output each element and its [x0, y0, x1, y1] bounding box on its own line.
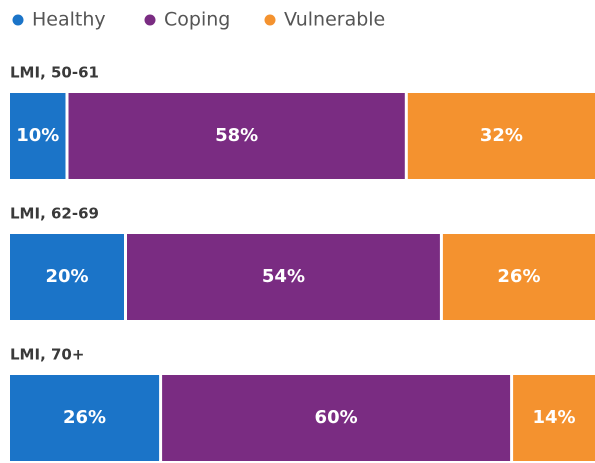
legend-dot — [12, 14, 24, 26]
value-label: 10% — [16, 125, 59, 146]
legend-label: Vulnerable — [284, 9, 385, 31]
legend-dot — [144, 14, 156, 26]
bar-segment — [407, 93, 595, 179]
bar-segment — [442, 234, 595, 320]
value-label: 14% — [533, 407, 576, 428]
bar-segment — [127, 234, 440, 320]
value-label: 26% — [497, 266, 540, 287]
value-label: 32% — [480, 125, 523, 146]
category-label: LMI, 62-69 — [10, 205, 99, 223]
category-label: LMI, 50-61 — [10, 64, 99, 82]
bar-segment — [68, 93, 405, 179]
value-label: 58% — [215, 125, 258, 146]
bar-segment — [10, 93, 66, 179]
value-label: 54% — [262, 266, 305, 287]
bar-segment — [162, 375, 511, 461]
value-label: 60% — [315, 407, 358, 428]
bar-segment — [10, 375, 160, 461]
value-label: 20% — [45, 266, 88, 287]
legend-label: Healthy — [32, 9, 106, 31]
legend-label: Coping — [164, 9, 230, 31]
bar-segment — [513, 375, 595, 461]
bar-segment — [10, 234, 124, 320]
legend-dot — [264, 14, 276, 26]
value-label: 26% — [63, 407, 106, 428]
category-label: LMI, 70+ — [10, 346, 84, 364]
